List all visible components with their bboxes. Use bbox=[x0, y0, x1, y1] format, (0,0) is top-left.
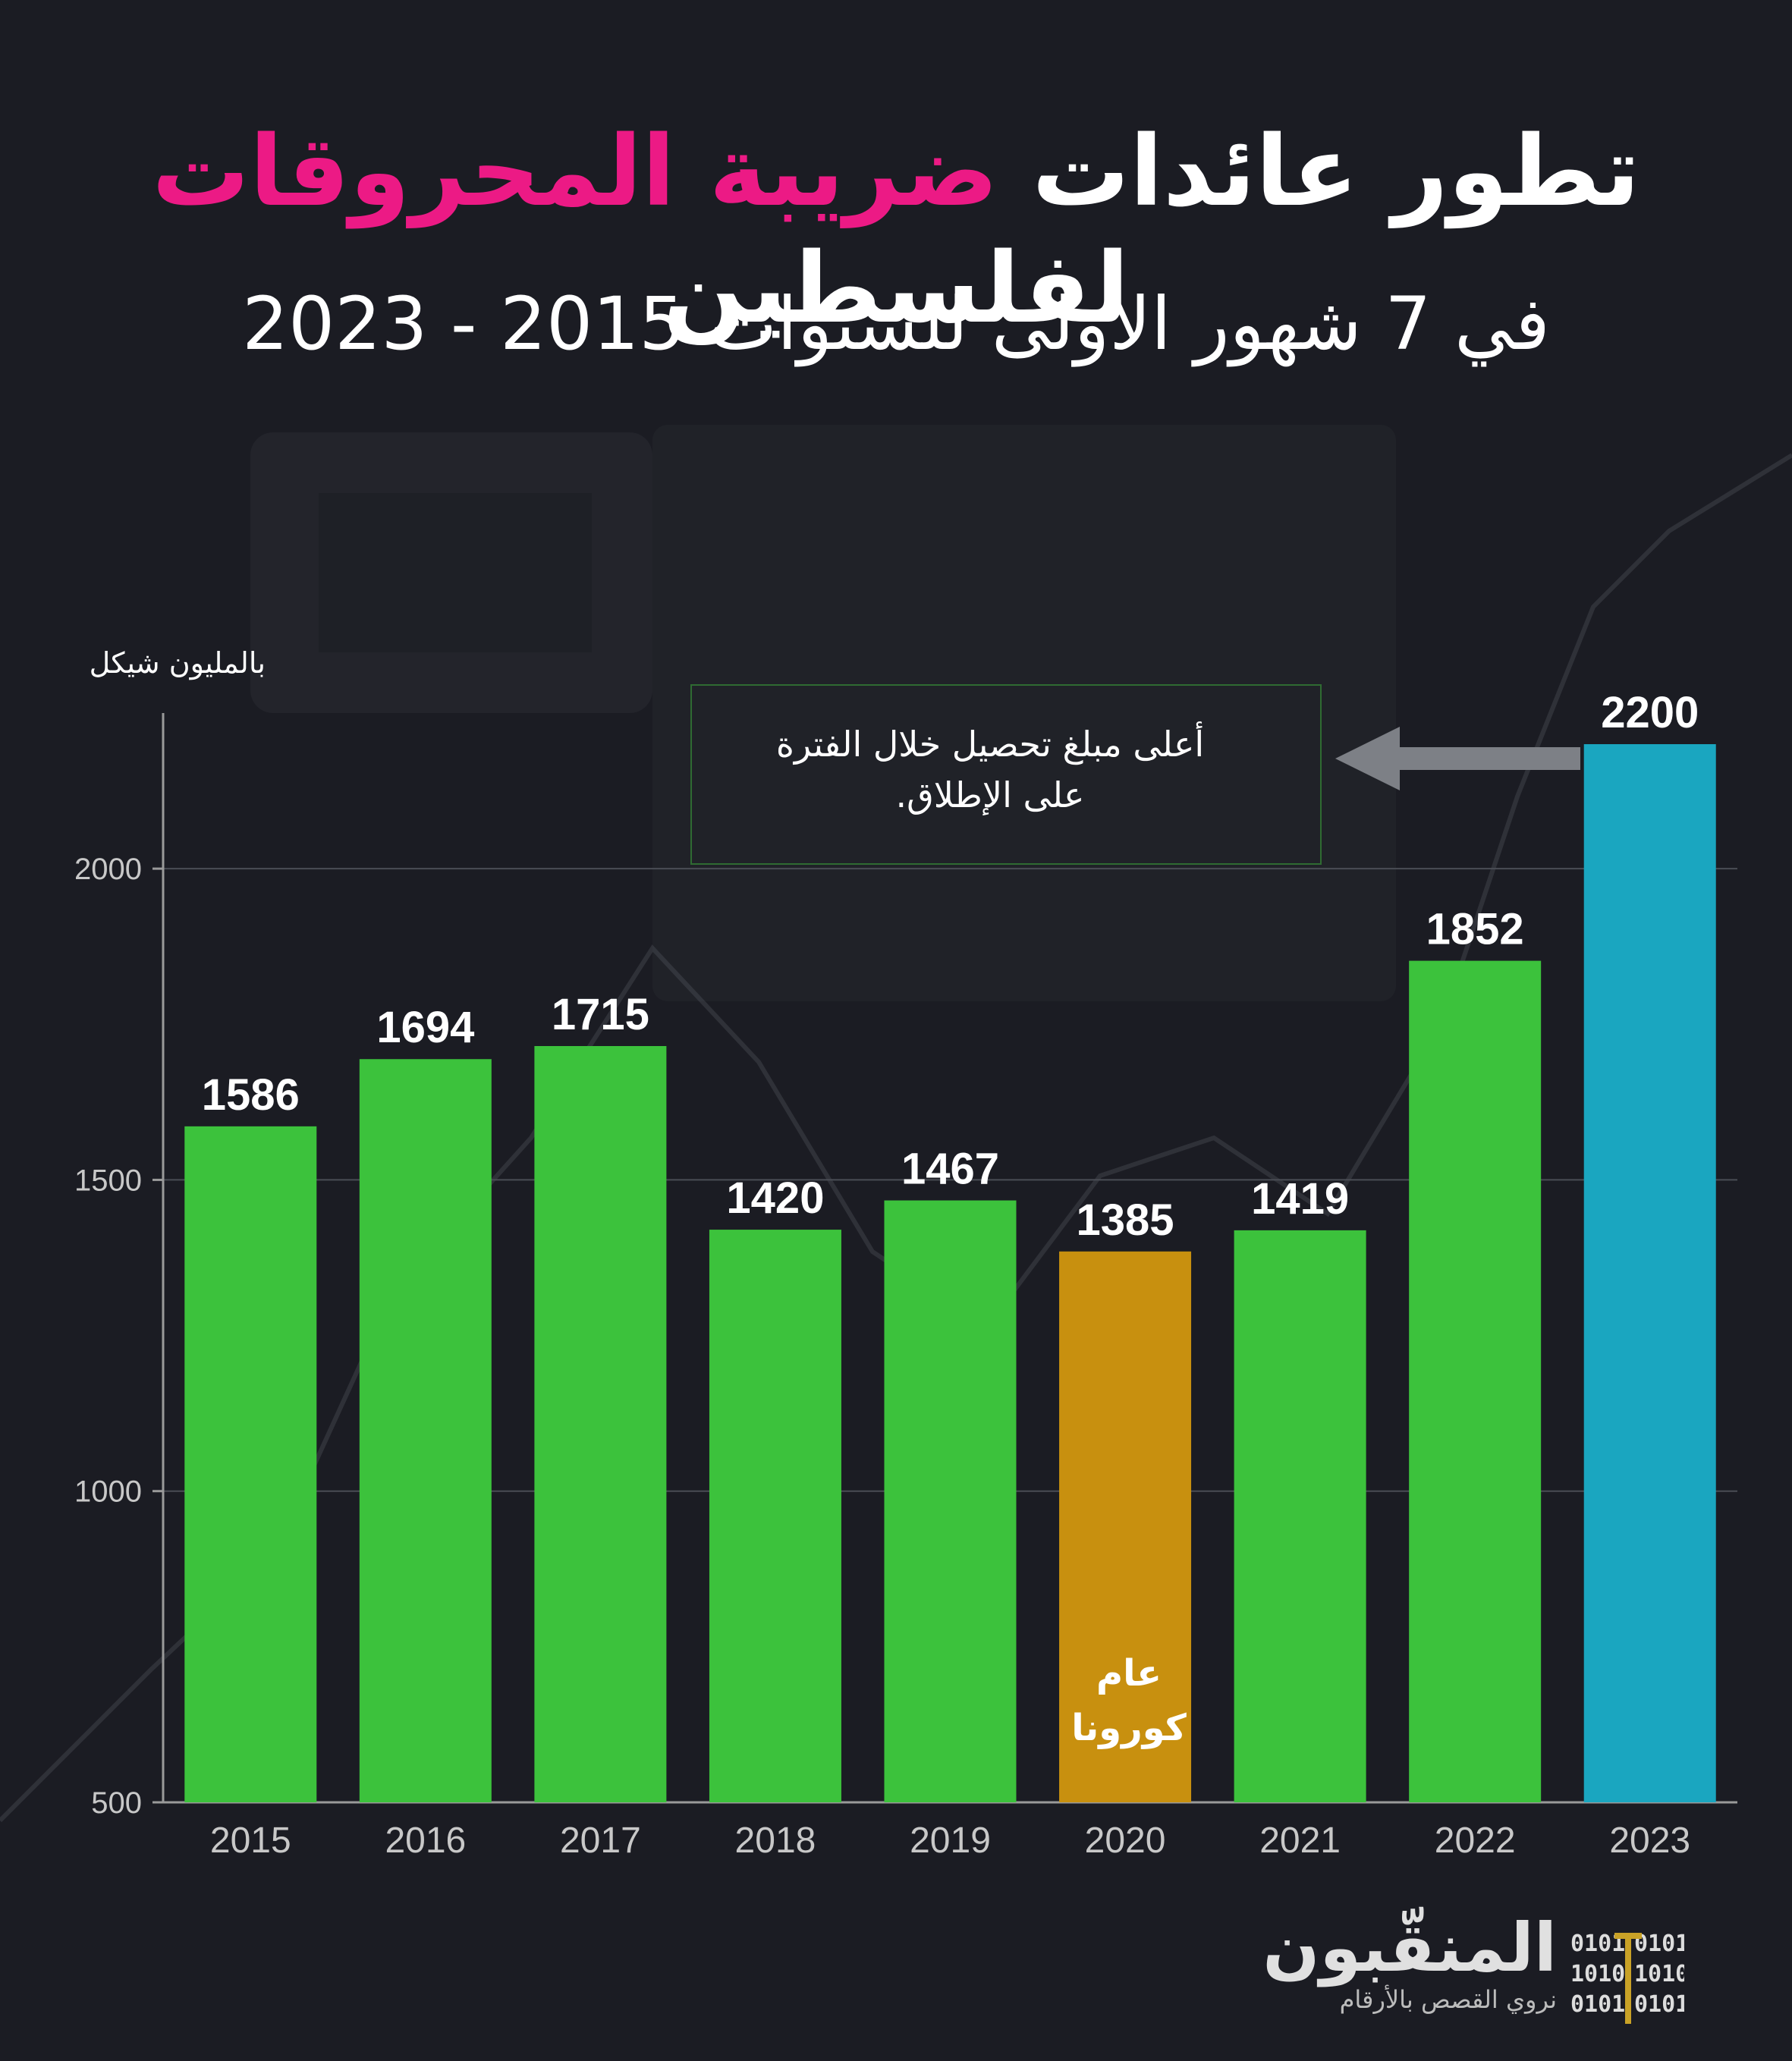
logo-binary-text: 0101 bbox=[1634, 1931, 1684, 1957]
y-axis-unit-label: بالمليون شيكل bbox=[89, 646, 266, 680]
x-tick-label: 2018 bbox=[735, 1821, 816, 1861]
arrow-shaft bbox=[1394, 747, 1580, 770]
bar-2021 bbox=[1234, 1230, 1366, 1802]
x-tick-label: 2016 bbox=[385, 1821, 466, 1861]
arrow-head bbox=[1335, 727, 1400, 790]
y-tick-label: 1000 bbox=[74, 1475, 142, 1509]
brand-block: المنقّبون نروي القصص بالأرقام bbox=[1262, 1909, 1557, 2014]
logo-binary-text: 1010 bbox=[1570, 1961, 1625, 1987]
bar-2022 bbox=[1409, 960, 1542, 1802]
bar-2018 bbox=[709, 1230, 841, 1802]
value-label: 1420 bbox=[726, 1173, 824, 1223]
title-accent: ضريبة المحروقات bbox=[152, 115, 998, 228]
bar-2023 bbox=[1583, 744, 1716, 1802]
bar-2016 bbox=[359, 1059, 492, 1802]
x-tick-label: 2022 bbox=[1435, 1821, 1516, 1861]
brand-name: المنقّبون bbox=[1262, 1909, 1557, 1987]
bar-2019 bbox=[884, 1200, 1017, 1802]
value-label: 1385 bbox=[1077, 1195, 1174, 1245]
annotation-box bbox=[690, 684, 1322, 865]
data-labels: 1586 2015 1694 2016 1715 2017 1420 2018 1467 2019… bbox=[202, 688, 1699, 1861]
bar-2020 bbox=[1059, 1251, 1192, 1802]
y-tick-label: 2000 bbox=[74, 853, 142, 886]
logo-binary-text: 0101 bbox=[1634, 1991, 1684, 2018]
bar-2017 bbox=[534, 1046, 667, 1802]
y-tick-label: 1500 bbox=[74, 1164, 142, 1197]
value-label: 1419 bbox=[1251, 1174, 1349, 1224]
logo-binary-text: 0101 bbox=[1570, 1991, 1625, 2018]
value-label: 1715 bbox=[552, 990, 649, 1039]
annotation-highest-text: أعلى مبلغ تحصيل خلال الفترة على الإطلاق. bbox=[775, 724, 1205, 815]
y-tick-label: 500 bbox=[91, 1786, 142, 1820]
value-label: 1852 bbox=[1426, 905, 1524, 954]
x-tick-label: 2017 bbox=[560, 1821, 641, 1861]
highlight-arrow bbox=[1335, 727, 1580, 790]
chart-subtitle: في 7 شهور الأولى للسنوات 2015 - 2023 bbox=[242, 281, 1550, 366]
logo-binary-text: 1010 bbox=[1634, 1961, 1684, 1987]
chart-title: تطور عائدات ضريبة المحروقات لفلسطين bbox=[0, 114, 1792, 347]
value-label: 1586 bbox=[202, 1070, 300, 1120]
x-tick-label: 2023 bbox=[1609, 1821, 1690, 1861]
x-tick-label: 2019 bbox=[910, 1821, 991, 1861]
bar-2015 bbox=[184, 1126, 317, 1802]
brand-tagline: نروي القصص بالأرقام bbox=[1339, 1984, 1557, 2014]
value-label: 1467 bbox=[901, 1145, 999, 1194]
bars bbox=[184, 744, 1716, 1802]
x-tick-label: 2020 bbox=[1085, 1821, 1166, 1861]
corona-year-label: عام كورونا bbox=[1071, 1652, 1187, 1749]
title-after: لفلسطين bbox=[662, 231, 1130, 345]
value-label: 1694 bbox=[376, 1003, 474, 1052]
value-label: 2200 bbox=[1601, 688, 1699, 737]
title-before: تطور عائدات bbox=[998, 115, 1640, 228]
x-tick-label: 2021 bbox=[1259, 1821, 1341, 1861]
x-tick-label: 2015 bbox=[210, 1821, 291, 1861]
